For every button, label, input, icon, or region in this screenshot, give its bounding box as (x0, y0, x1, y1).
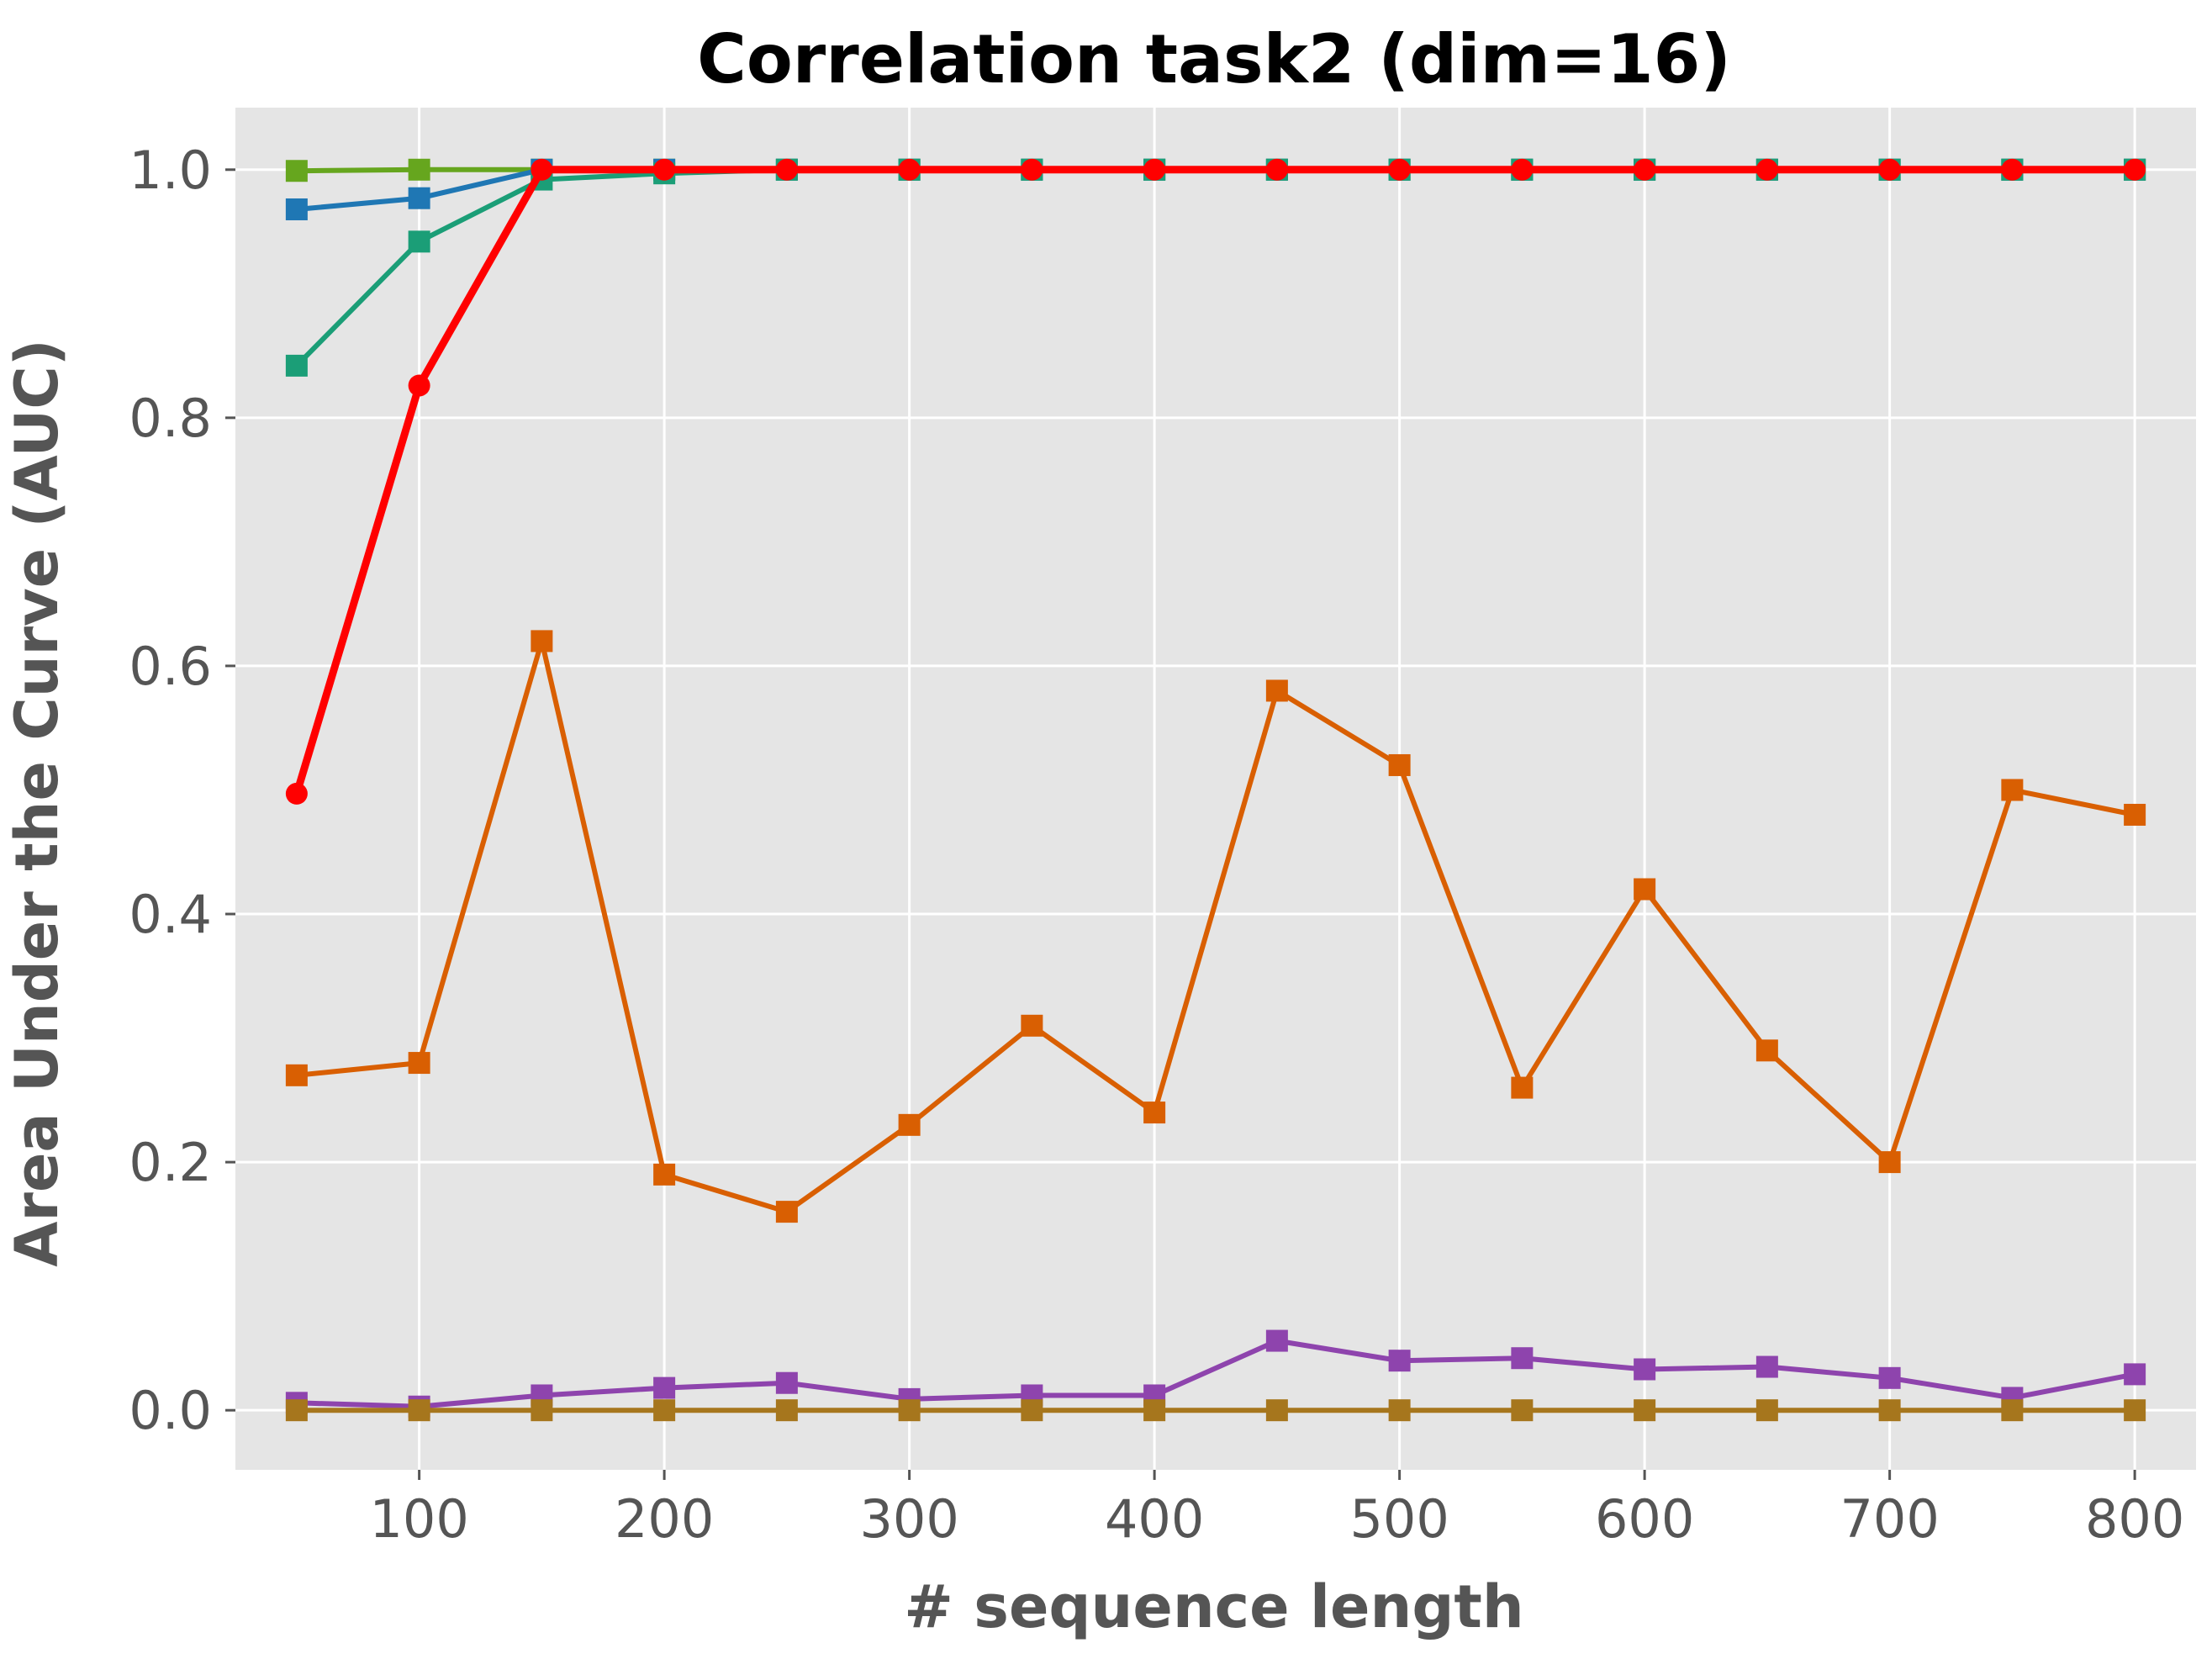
data-point (285, 1399, 308, 1422)
data-point (1511, 1399, 1534, 1422)
data-point (653, 1376, 676, 1399)
data-point (1388, 158, 1411, 181)
x-tick-label: 800 (2085, 1488, 2184, 1550)
data-point (1755, 1355, 1778, 1378)
data-point (653, 1399, 676, 1422)
series-line (293, 166, 2135, 795)
series-line (296, 1338, 2135, 1409)
data-point (1878, 1399, 1901, 1422)
data-point (1021, 1014, 1043, 1037)
data-point (653, 1163, 676, 1186)
data-point (1634, 1399, 1656, 1422)
data-point (2001, 158, 2024, 181)
data-point (775, 1399, 798, 1422)
y-tick-label: 0.0 (129, 1380, 212, 1441)
data-point (1265, 679, 1288, 702)
data-point (408, 230, 430, 253)
series-layer (285, 158, 2146, 1422)
data-point (285, 354, 308, 377)
data-point (898, 1399, 921, 1422)
y-tick-label: 1.0 (129, 140, 212, 201)
x-tick-label: 100 (369, 1488, 468, 1550)
data-point (1878, 1366, 1901, 1389)
data-point (1388, 1399, 1411, 1422)
data-point (1511, 158, 1534, 181)
data-point (531, 1399, 553, 1422)
x-tick-label: 600 (1595, 1488, 1694, 1550)
data-point (1265, 158, 1288, 181)
series-7 (285, 158, 2146, 805)
data-point (285, 160, 308, 182)
data-point (1021, 1399, 1043, 1422)
x-axis-ticks: 100 200 300 400 500 600 700 800 (369, 1470, 2184, 1550)
y-tick-label: 0.6 (129, 636, 212, 697)
x-tick-label: 400 (1105, 1488, 1204, 1550)
data-point (1265, 1399, 1288, 1422)
data-point (1511, 1347, 1534, 1370)
data-point (408, 1052, 430, 1075)
data-point (2124, 158, 2146, 181)
y-tick-label: 0.8 (129, 388, 212, 449)
data-point (2124, 1399, 2146, 1422)
data-point (408, 374, 430, 397)
data-point (1755, 1399, 1778, 1422)
data-point (1021, 158, 1043, 181)
data-point (898, 1113, 921, 1136)
data-point (1755, 158, 1778, 181)
data-point (1143, 1102, 1166, 1124)
data-point (1634, 878, 1656, 901)
data-point (653, 158, 676, 181)
data-point (1265, 1329, 1288, 1352)
data-point (2124, 1363, 2146, 1386)
data-point (1634, 158, 1656, 181)
data-point (775, 1371, 798, 1394)
data-point (775, 158, 798, 181)
data-point (1878, 1151, 1901, 1174)
data-point (408, 158, 430, 181)
data-point (1634, 1358, 1656, 1381)
data-point (531, 158, 553, 181)
x-tick-label: 300 (859, 1488, 958, 1550)
series-6 (285, 1399, 2146, 1422)
data-point (408, 1399, 430, 1422)
y-tick-label: 0.2 (129, 1132, 212, 1193)
y-tick-label: 0.4 (129, 884, 212, 945)
x-tick-label: 700 (1840, 1488, 1939, 1550)
data-point (285, 1064, 308, 1086)
y-axis-label: Area Under the Curve (AUC) (3, 339, 71, 1267)
x-axis-label: # sequence length (904, 1572, 1523, 1641)
data-point (285, 782, 308, 805)
data-point (898, 158, 921, 181)
data-point (1511, 1076, 1534, 1099)
data-point (1388, 1350, 1411, 1372)
data-point (408, 187, 430, 209)
chart-title: Correlation task2 (dim=16) (697, 20, 1731, 98)
data-point (1755, 1039, 1778, 1062)
data-point (2001, 1399, 2024, 1422)
data-point (1388, 753, 1411, 776)
plot-area (235, 108, 2196, 1470)
data-point (531, 630, 553, 653)
series-4 (285, 630, 2146, 1223)
data-point (1143, 1399, 1166, 1422)
data-point (285, 198, 308, 220)
series-line (296, 638, 2135, 1215)
data-point (775, 1201, 798, 1223)
data-point (2124, 803, 2146, 826)
y-axis-ticks: 0.0 0.2 0.4 0.6 0.8 1.0 (129, 140, 235, 1441)
data-point (2001, 779, 2024, 801)
data-point (1143, 158, 1166, 181)
data-point (1878, 158, 1901, 181)
x-tick-label: 200 (615, 1488, 714, 1550)
x-tick-label: 500 (1349, 1488, 1449, 1550)
